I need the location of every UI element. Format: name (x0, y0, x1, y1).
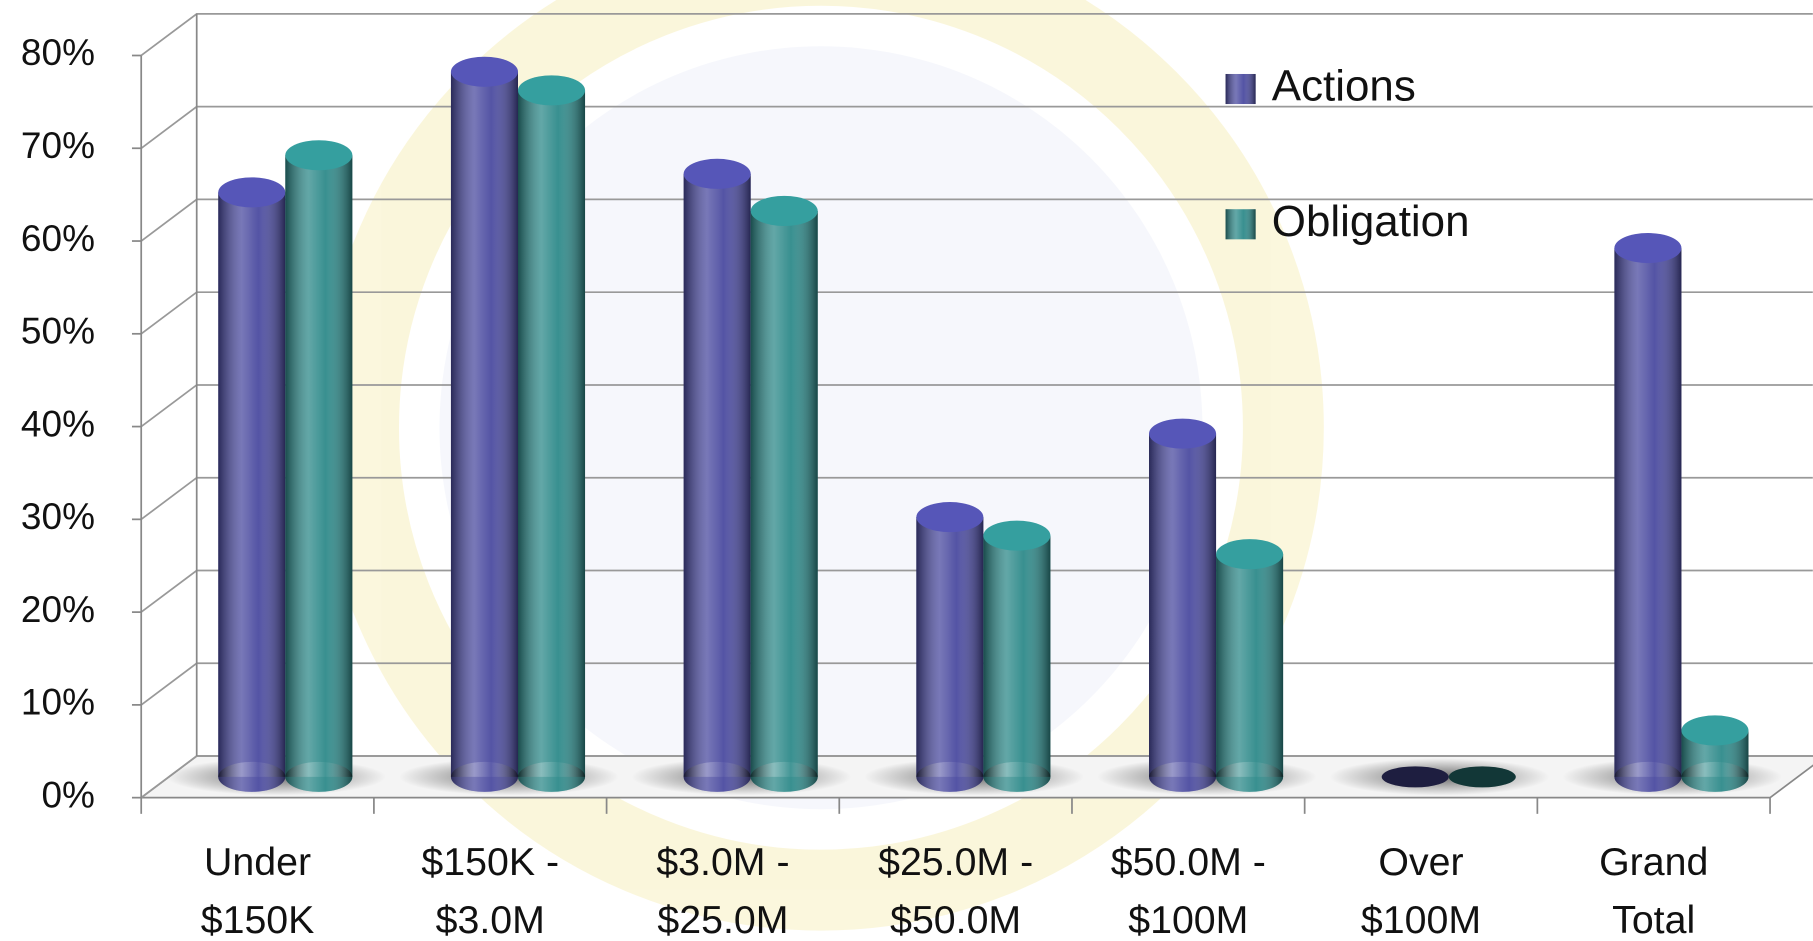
bar-top (517, 75, 586, 106)
bar-bottom-shade (1614, 761, 1682, 792)
x-tick-label: Under (204, 840, 311, 884)
bar-bottom-shade (1149, 761, 1217, 792)
bar (1448, 766, 1516, 788)
x-tick-label: $50.0M (890, 898, 1021, 941)
bar-top (1149, 418, 1217, 449)
x-tick-label: Total (1612, 898, 1695, 941)
legend-label: Obligation (1272, 197, 1470, 246)
x-tick-label: $25.0M (657, 898, 788, 941)
y-tick-label: 40% (21, 403, 95, 444)
bar-bottom-shade (1216, 761, 1284, 792)
bar-shade (683, 173, 751, 777)
legend-label: Actions (1272, 62, 1416, 111)
bar-bottom-shade (218, 761, 286, 792)
y-tick-label: 20% (21, 589, 95, 630)
x-tick-label: $3.0M (436, 898, 545, 941)
bar-top (450, 56, 518, 87)
bar-shade (450, 71, 518, 777)
bar-top (1216, 539, 1284, 570)
x-tick-label: $3.0M - (656, 840, 789, 884)
legend-swatch-shade (1225, 209, 1256, 240)
bar-bottom-shade (916, 761, 984, 792)
x-tick-label: Grand (1599, 840, 1708, 884)
bar-shade (750, 210, 818, 777)
bar-top (218, 177, 286, 208)
bar-bottom-shade (983, 761, 1051, 792)
bar-top (285, 140, 353, 171)
bar-top (983, 520, 1051, 551)
y-tick-label: 0% (42, 774, 95, 815)
y-tick-label: 50% (21, 311, 95, 352)
x-tick-label: $25.0M - (878, 840, 1033, 884)
bar-bottom-shade (1681, 761, 1749, 792)
bar-shade (517, 90, 586, 777)
y-tick-label: 60% (21, 218, 95, 259)
bar-top (683, 158, 751, 189)
y-tick-label: 80% (21, 32, 95, 73)
bar-shade (983, 535, 1051, 777)
bar (1381, 766, 1449, 788)
bar-bottom-shade (450, 761, 518, 792)
y-tick-label: 30% (21, 496, 95, 537)
x-tick-label: $150K (201, 898, 315, 941)
bar-top (916, 502, 984, 533)
x-tick-label: $100M (1361, 898, 1481, 941)
x-tick-label: $100M (1128, 898, 1248, 941)
bar-top (1681, 715, 1749, 746)
y-tick-label: 70% (21, 125, 95, 166)
bar-bottom-shade (750, 761, 818, 792)
legend-swatch-shade (1225, 73, 1256, 105)
bar-top (1614, 233, 1682, 264)
bar-shade (916, 517, 984, 777)
bar-bottom-shade (517, 761, 586, 792)
x-tick-label: Over (1378, 840, 1463, 884)
plot: 0% 10% 20% 30% 40% 50% 60% 70% 80% Under $150K $150… (21, 13, 1813, 941)
x-tick-label: $150K - (421, 840, 559, 884)
bar-shade (1149, 433, 1217, 777)
bar-bottom-shade (285, 761, 353, 792)
bar-shade (285, 155, 353, 777)
bar-bottom-shade (683, 761, 751, 792)
x-tick-label: $50.0M - (1111, 840, 1266, 884)
bar-shade (1614, 248, 1682, 777)
y-tick-label: 10% (21, 682, 95, 723)
bar-shade (218, 192, 286, 777)
bar-shade (1216, 554, 1284, 777)
bar-top (750, 195, 818, 226)
